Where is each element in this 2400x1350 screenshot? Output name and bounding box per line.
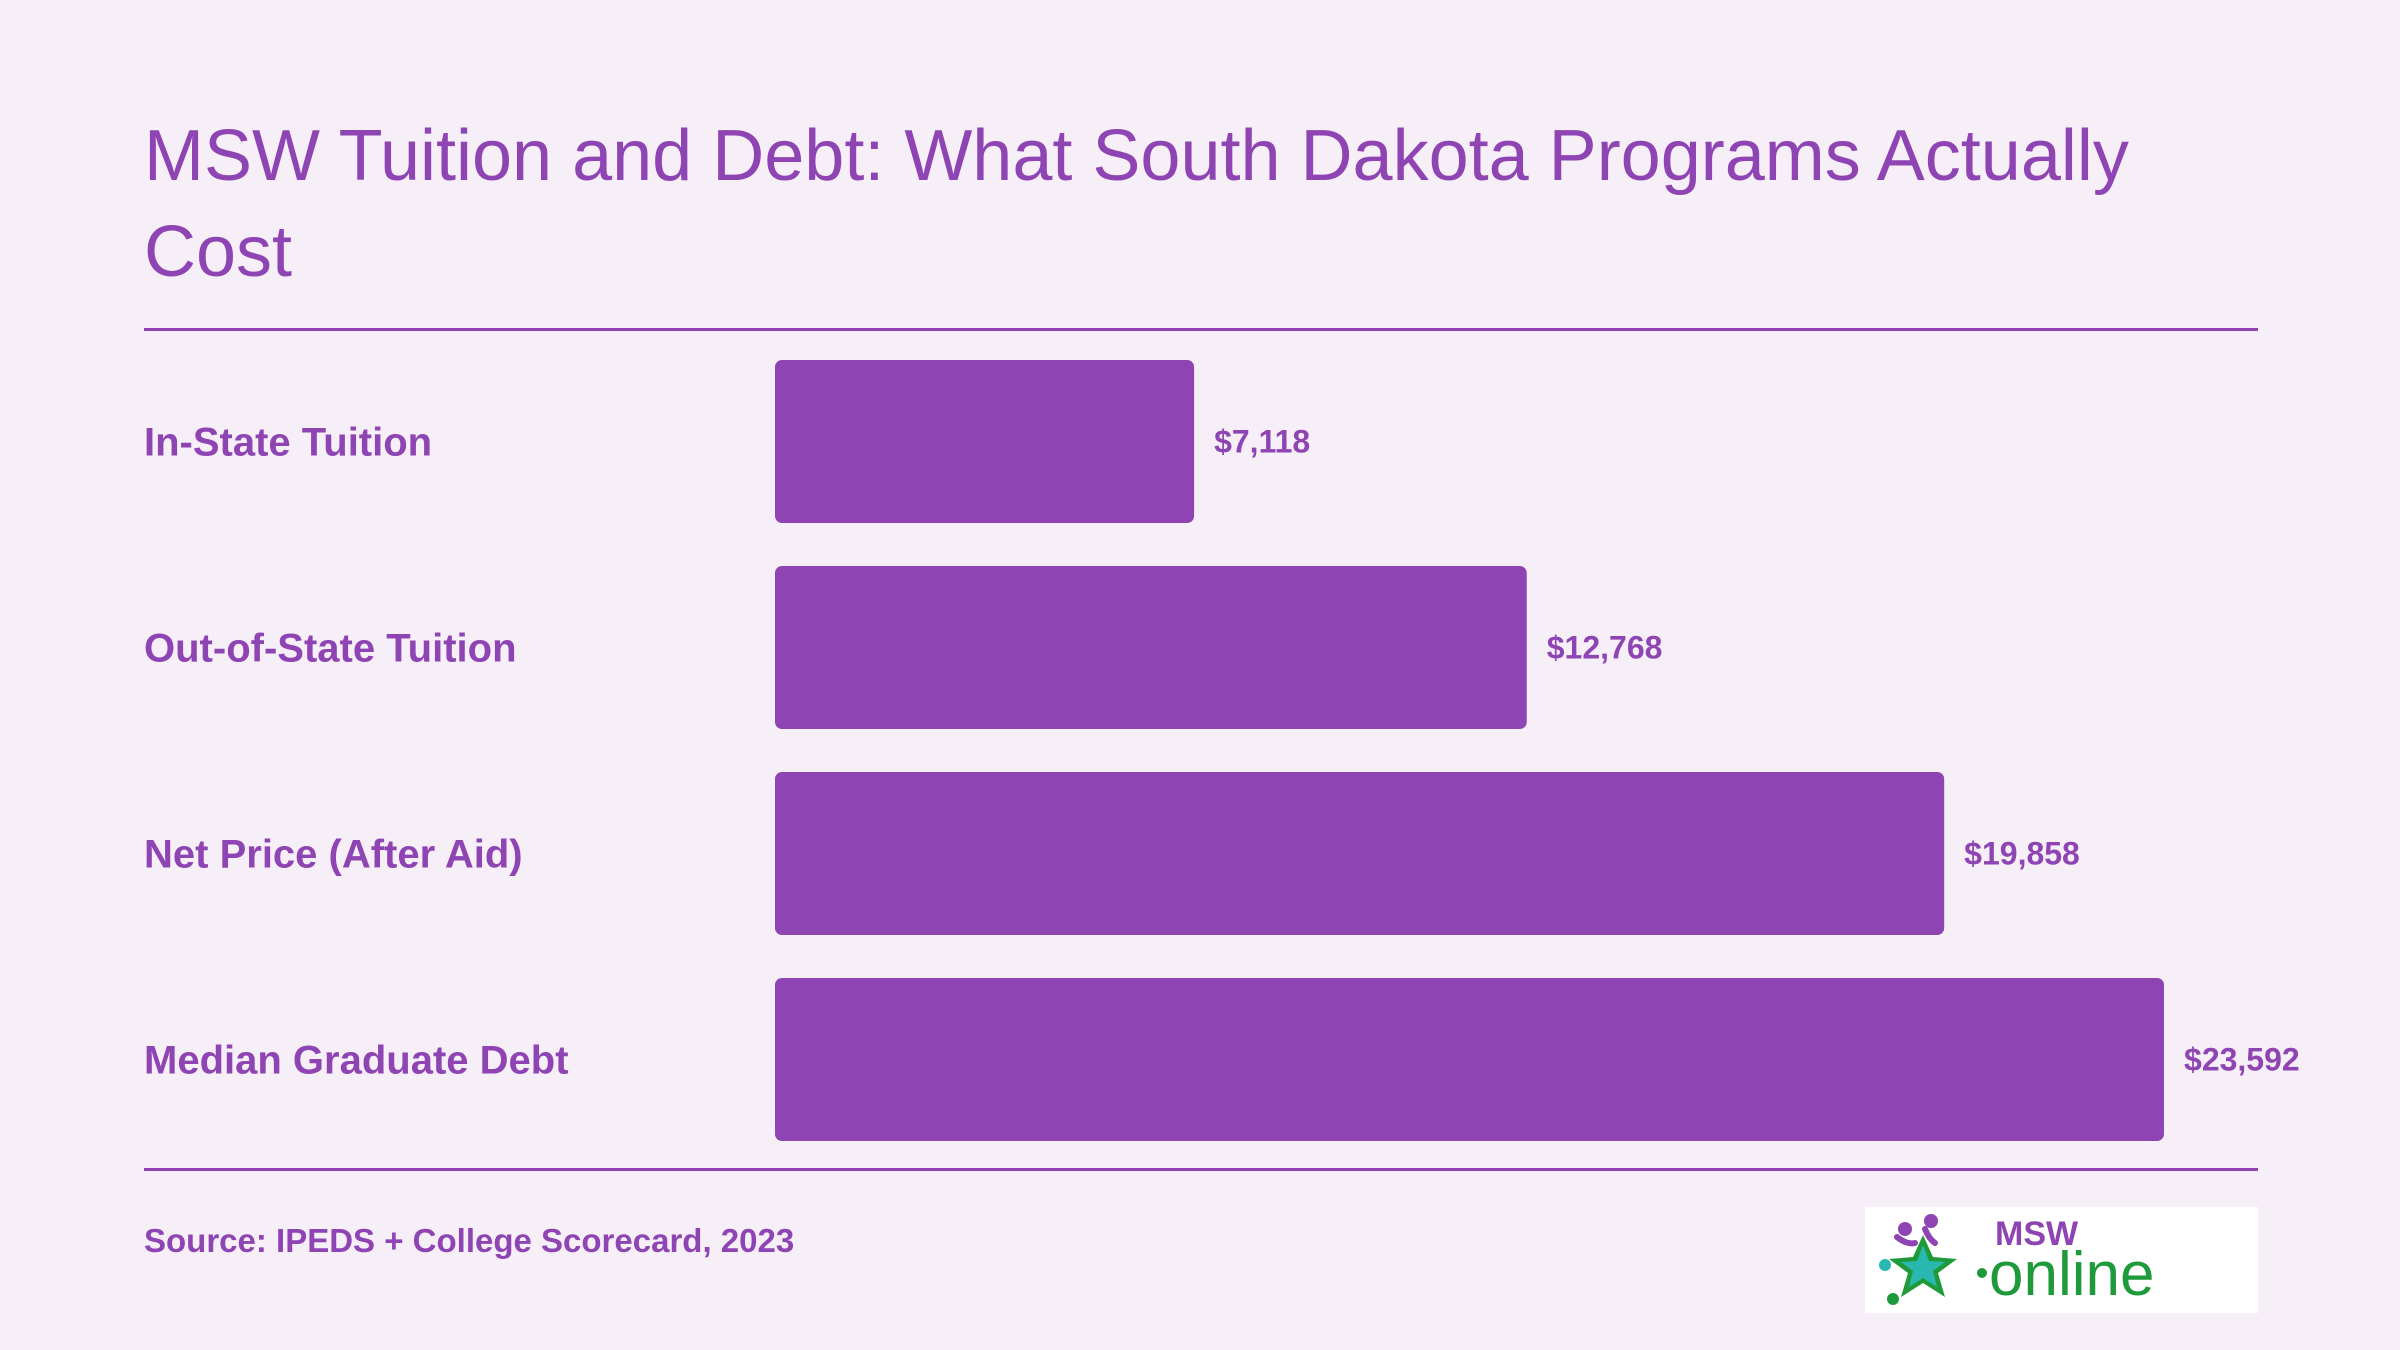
value-label: $23,592 (2184, 1042, 2300, 1078)
bar (775, 978, 2165, 1141)
value-label: $7,118 (1214, 424, 1310, 460)
bar (775, 566, 1527, 729)
bar (775, 360, 1195, 523)
bar (775, 772, 1945, 935)
source-note: Source: IPEDS + College Scorecard, 2023 (144, 1222, 795, 1259)
category-label: Out-of-State Tuition (144, 627, 517, 671)
category-label: Median Graduate Debt (144, 1039, 569, 1083)
star-icon (1879, 1214, 1957, 1305)
value-label: $19,858 (1964, 836, 2080, 872)
value-label: $12,768 (1547, 630, 1663, 666)
category-label: Net Price (After Aid) (144, 833, 523, 877)
logo-text-msw: MSW (1995, 1215, 2079, 1253)
msw-online-logo: MSW online (1865, 1207, 2258, 1313)
bottom-divider (144, 1168, 2258, 1171)
logo-text-online: online (1989, 1240, 2154, 1309)
page-title: MSW Tuition and Debt: What South Dakota … (144, 116, 2129, 292)
category-label: In-State Tuition (144, 421, 432, 465)
top-divider (144, 328, 2258, 331)
